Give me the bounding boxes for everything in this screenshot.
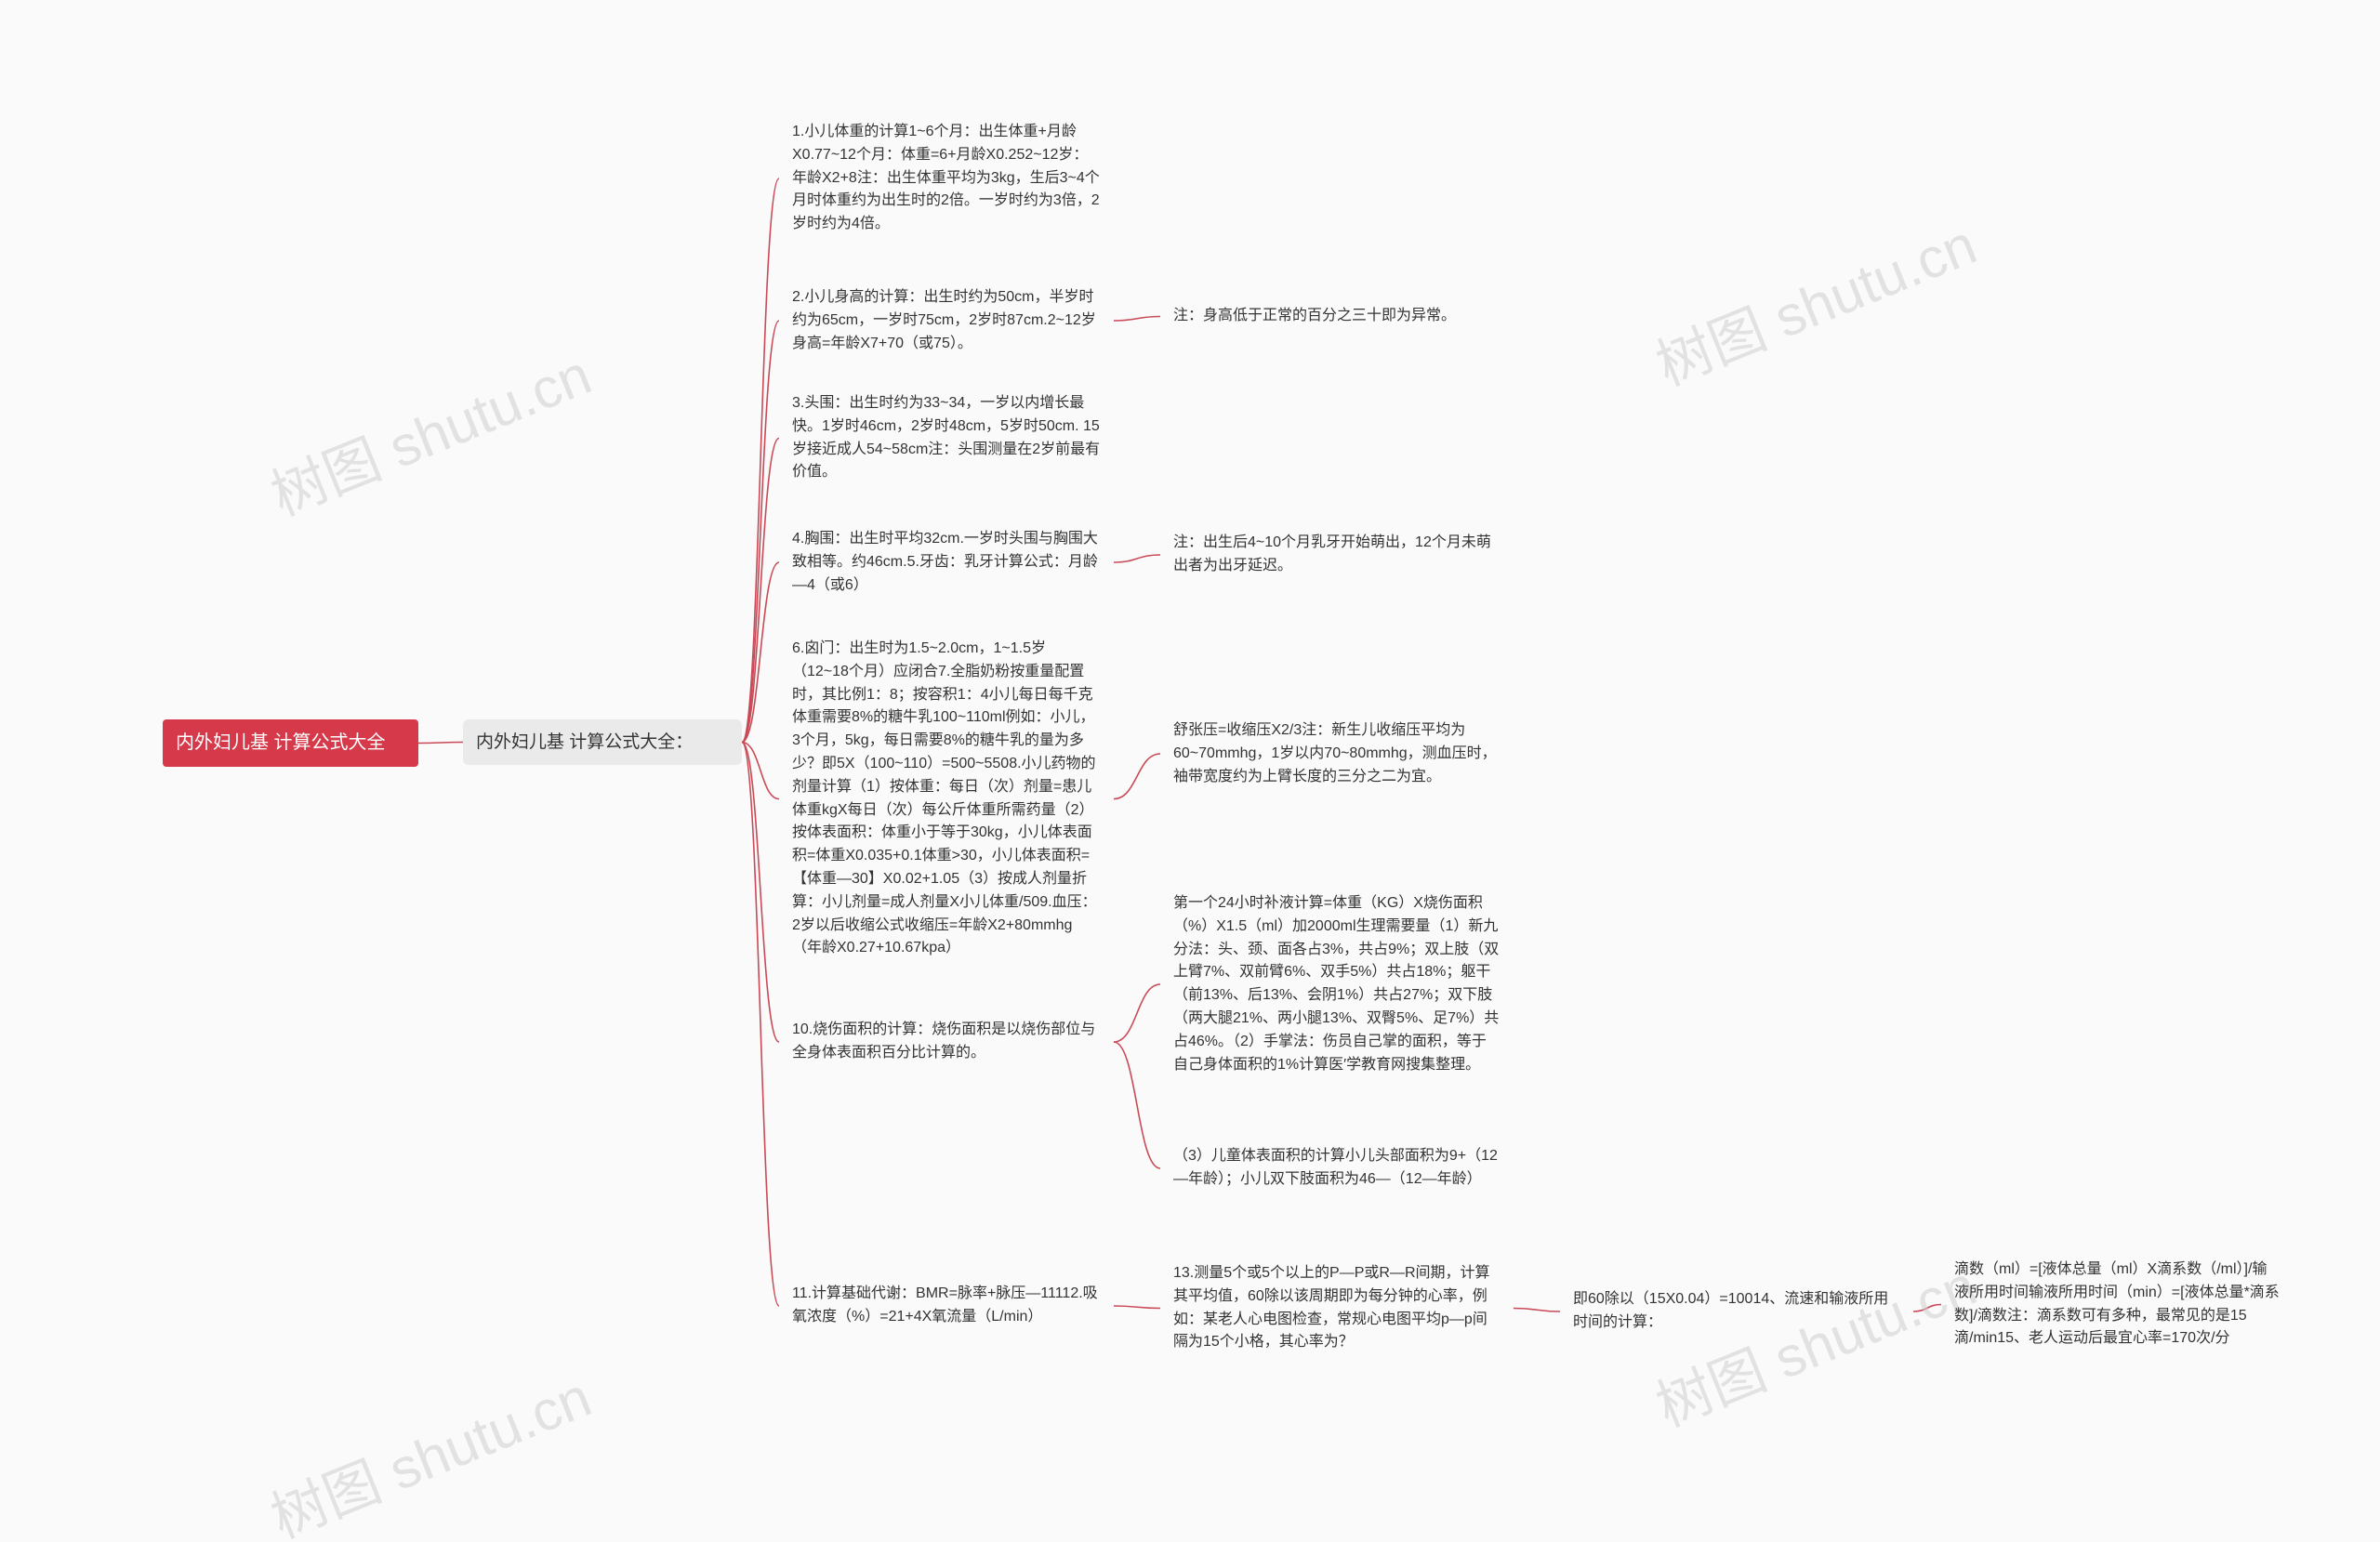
item-6[interactable]: 10.烧伤面积的计算：烧伤面积是以烧伤部位与全身体表面积百分比计算的。 <box>779 1009 1114 1074</box>
root-node[interactable]: 内外妇儿基 计算公式大全 <box>163 719 418 767</box>
note-item-2[interactable]: 注：身高低于正常的百分之三十即为异常。 <box>1160 296 1514 337</box>
item-2[interactable]: 2.小儿身高的计算：出生时约为50cm，半岁时约为65cm，一岁时75cm，2岁… <box>779 277 1114 364</box>
item-4[interactable]: 4.胸围：出生时平均32cm.一岁时头围与胸围大致相等。约46cm.5.牙齿：乳… <box>779 519 1114 606</box>
watermark: 树图 shutu.cn <box>258 1352 602 1542</box>
watermark: 树图 shutu.cn <box>1643 200 1987 402</box>
item-5[interactable]: 6.囟门：出生时为1.5~2.0cm，1~1.5岁（12~18个月）应闭合7.全… <box>779 628 1114 969</box>
note-item-6b[interactable]: （3）儿童体表面积的计算小儿头部面积为9+（12—年龄）；小儿双下肢面积为46—… <box>1160 1136 1514 1201</box>
note-item-4[interactable]: 注：出生后4~10个月乳牙开始萌出，12个月未萌出者为出牙延迟。 <box>1160 522 1514 587</box>
subroot-node[interactable]: 内外妇儿基 计算公式大全： <box>463 719 742 765</box>
item-7[interactable]: 11.计算基础代谢：BMR=脉率+脉压—11112.吸氧浓度（%）=21+4X氧… <box>779 1273 1114 1338</box>
note-item-7b[interactable]: 即60除以（15X0.04）=10014、流速和输液所用时间的计算： <box>1560 1279 1913 1344</box>
item-3[interactable]: 3.头围：出生时约为33~34，一岁以内增长最快。1岁时46cm，2岁时48cm… <box>779 383 1114 494</box>
mindmap-canvas: 树图 shutu.cn 树图 shutu.cn 树图 shutu.cn 树图 s… <box>0 0 2380 1542</box>
item-1[interactable]: 1.小儿体重的计算1~6个月：出生体重+月龄X0.77~12个月：体重=6+月龄… <box>779 112 1114 245</box>
watermark: 树图 shutu.cn <box>258 330 602 532</box>
note-item-5[interactable]: 舒张压=收缩压X2/3注：新生儿收缩压平均为60~70mmhg，1岁以内70~8… <box>1160 710 1514 797</box>
note-item-7[interactable]: 13.测量5个或5个以上的P—P或R—R间期，计算其平均值，60除以该周期即为每… <box>1160 1253 1514 1364</box>
note-item-7c[interactable]: 滴数（ml）=[液体总量（ml）X滴系数（/ml）]/输液所用时间输液所用时间（… <box>1941 1249 2294 1360</box>
note-item-6a[interactable]: 第一个24小时补液计算=体重（KG）X烧伤面积（%）X1.5（ml）加2000m… <box>1160 883 1514 1086</box>
